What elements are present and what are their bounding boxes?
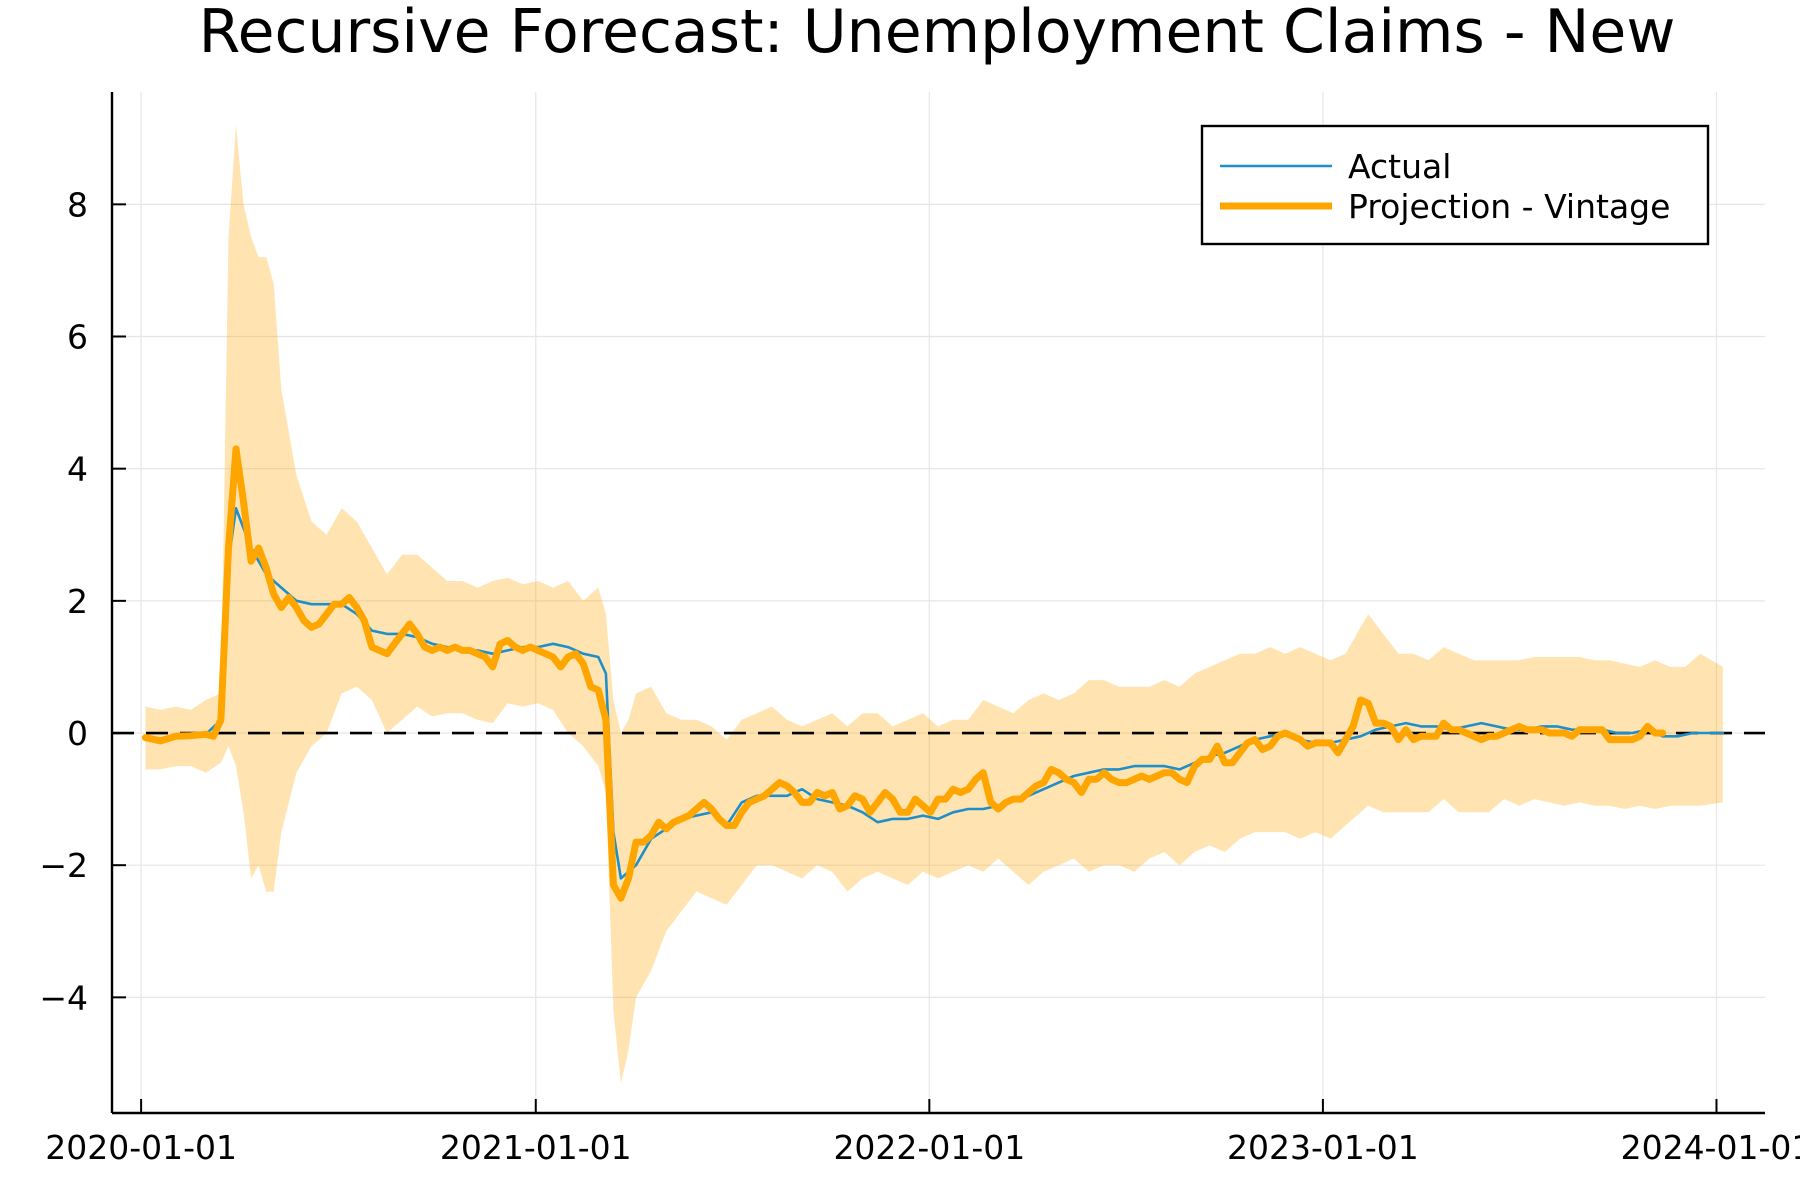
series-line-projection [141,445,1667,902]
y-tick-label: 8 [67,185,88,224]
y-tick-label: −2 [39,846,88,885]
x-tick-label: 2023-01-01 [1227,1128,1419,1167]
y-tick-label: 6 [67,318,88,357]
confidence-band [145,125,1723,1084]
y-tick-label: −4 [39,978,88,1017]
x-tick-label: 2020-01-01 [45,1128,237,1167]
legend-label: Projection - Vintage [1348,187,1670,226]
x-tick-label: 2024-01-01 [1621,1128,1800,1167]
series-lines [141,445,1725,902]
x-tick-label: 2022-01-01 [833,1128,1025,1167]
legend-box [1200,124,1710,246]
x-tick-label: 2021-01-01 [440,1128,632,1167]
y-tick-label: 0 [67,714,88,753]
legend-label: Actual [1348,147,1451,186]
confidence-band-layer [145,125,1723,1084]
tick-labels: 2020-01-01 2021-01-01 2022-01-01 2023-01-01… [39,185,1800,1167]
axes [110,92,1765,1115]
y-tick-label: 2 [67,582,88,621]
chart-title: Recursive Forecast: Unemployment Claims … [199,0,1676,67]
y-tick-label: 4 [67,450,88,489]
